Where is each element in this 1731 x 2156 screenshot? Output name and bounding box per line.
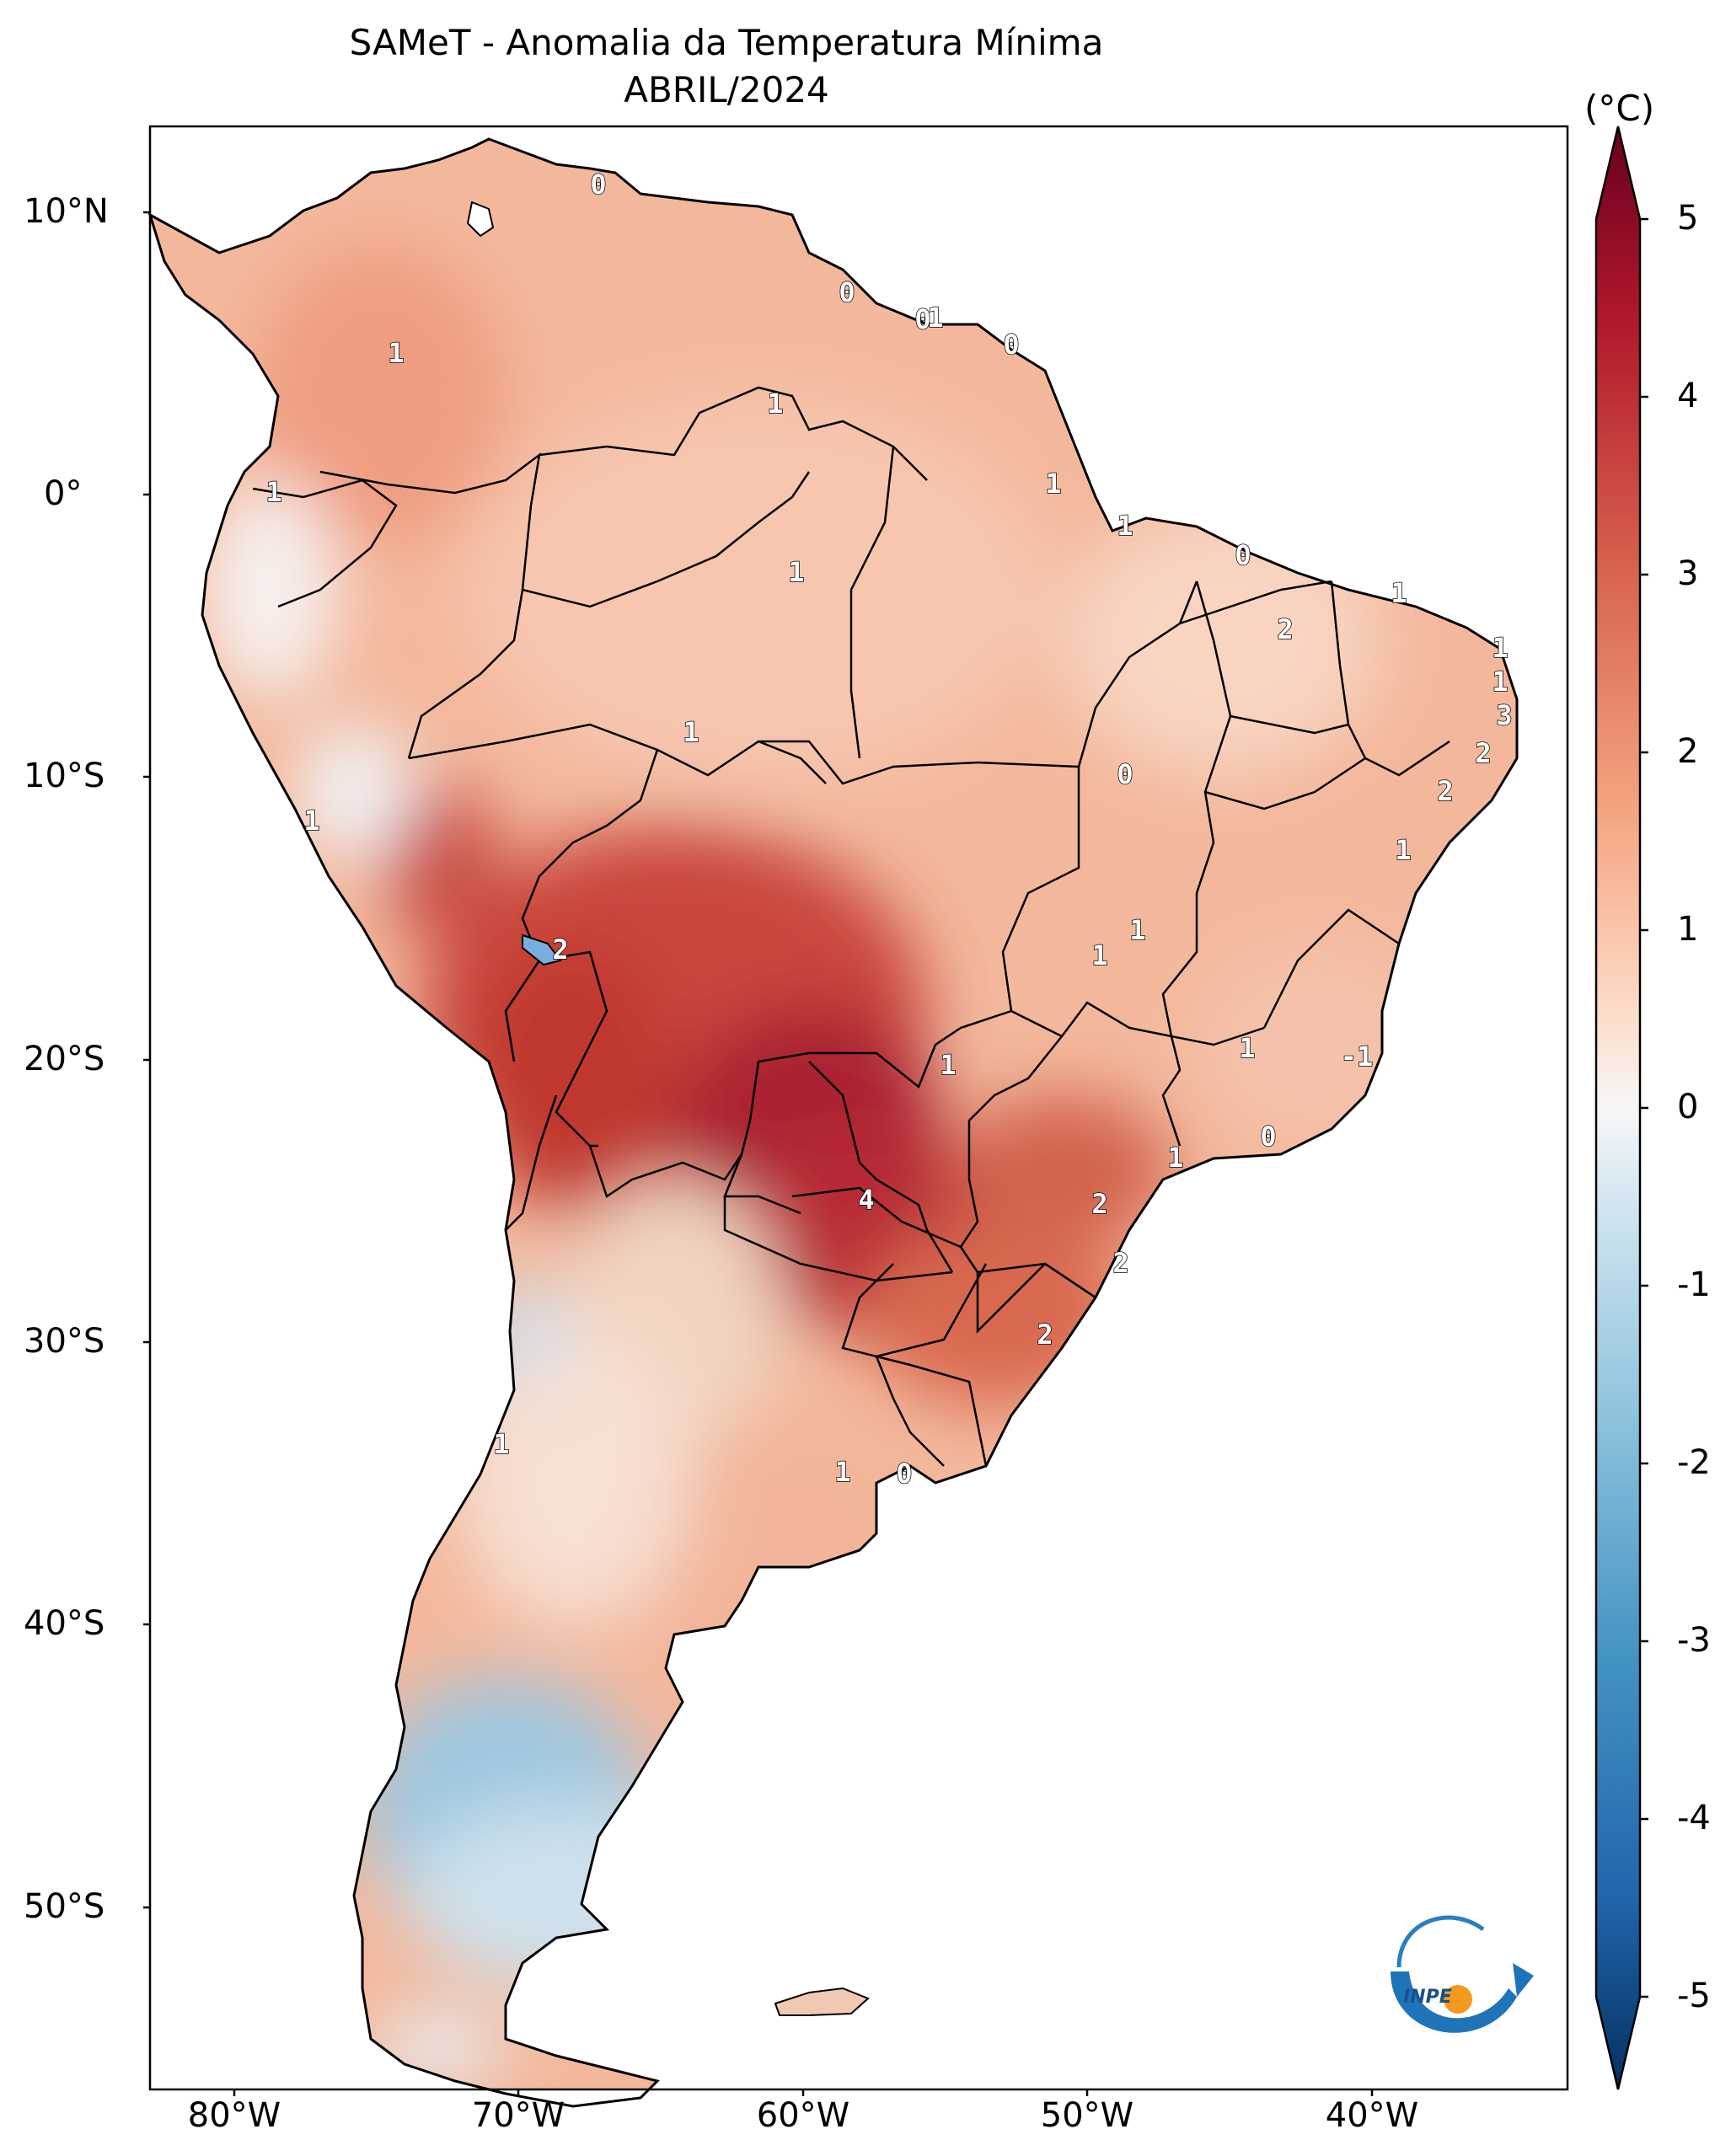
contour-label: 2 <box>1437 775 1453 807</box>
contour-label: 0 <box>1235 539 1251 571</box>
lake-maracaibo <box>466 201 495 238</box>
map-subtitle: ABRIL/2024 <box>624 69 829 110</box>
contour-label: 1 <box>940 1049 956 1081</box>
contour-label: 0 <box>1003 329 1019 361</box>
contour-label: 0 <box>896 1458 912 1490</box>
lon-label: 80°W <box>187 2096 281 2135</box>
contour-label: 0 <box>839 276 855 308</box>
contour-label: 2 <box>1277 613 1293 645</box>
colorbar-tick: 2 <box>1677 732 1699 771</box>
colorbar-tick: -1 <box>1677 1265 1711 1304</box>
colorbar-tick: 1 <box>1677 910 1699 949</box>
contour-label: 1 <box>788 556 804 588</box>
lon-label: 40°W <box>1325 2096 1419 2135</box>
colorbar-tick: 3 <box>1677 554 1699 593</box>
contour-label: 1 <box>1117 510 1133 542</box>
contour-label: 2 <box>1475 737 1491 769</box>
contour-label: 4 <box>858 1184 874 1216</box>
contour-label: 1 <box>927 302 943 334</box>
lon-label: 60°W <box>756 2096 850 2135</box>
contour-label: 2 <box>1091 1188 1107 1220</box>
contour-label: -1 <box>1341 1041 1374 1073</box>
lat-label: 40°S <box>24 1604 105 1643</box>
lat-label: 20°S <box>24 1040 105 1078</box>
colorbar <box>1594 126 1648 2090</box>
contour-label: 1 <box>388 337 404 369</box>
contour-label: 0 <box>1117 758 1133 790</box>
lon-label: 50°W <box>1040 2096 1134 2135</box>
contour-label: 1 <box>1395 834 1411 866</box>
lat-label: 30°S <box>24 1322 105 1361</box>
contour-label: 1 <box>767 388 783 420</box>
lat-label: 10°S <box>24 757 105 795</box>
map-title: SAMeT - Anomalia da Temperatura Mínima <box>349 22 1104 63</box>
contour-label: 1 <box>1492 632 1508 664</box>
contour-label: 1 <box>683 716 699 748</box>
contour-label: 1 <box>1129 914 1145 946</box>
colorbar-tick: -2 <box>1677 1443 1711 1482</box>
contour-label: 0 <box>1260 1121 1276 1153</box>
plot-frame <box>148 125 1569 2091</box>
contour-label: 1 <box>1492 666 1508 698</box>
contour-label: 1 <box>303 805 319 837</box>
colorbar-tick: 0 <box>1677 1088 1699 1126</box>
contour-label: 2 <box>1037 1319 1053 1351</box>
colorbar-tick: 5 <box>1677 199 1699 238</box>
contour-label: 1 <box>1091 939 1107 971</box>
contour-label: 1 <box>1391 577 1407 609</box>
logo-text: INPE <box>1403 1987 1452 2008</box>
contour-label: 0 <box>914 303 930 335</box>
lake-titicaca <box>522 934 562 966</box>
lat-label: 0° <box>44 474 83 513</box>
axis-ticks <box>143 211 1374 2096</box>
lon-label: 70°W <box>471 2096 565 2135</box>
contour-label: 3 <box>1496 699 1512 731</box>
colorbar-tick: -5 <box>1677 1977 1711 2015</box>
colorbar-unit: (°C) <box>1584 88 1655 129</box>
contour-label: 0 <box>590 169 606 201</box>
contour-label: 1 <box>493 1428 509 1460</box>
colorbar-tick: -4 <box>1677 1799 1711 1838</box>
colorbar-tick: -3 <box>1677 1621 1711 1660</box>
falkland-islands <box>774 1987 870 2016</box>
borders <box>252 386 1450 1467</box>
contour-label: 2 <box>552 934 568 966</box>
contour-label: 1 <box>1239 1032 1255 1064</box>
contour-label: 1 <box>265 476 281 508</box>
lat-label: 50°S <box>24 1887 105 1926</box>
lat-label: 10°N <box>24 192 109 231</box>
contour-label: 1 <box>1045 468 1061 500</box>
colorbar-tick: 4 <box>1677 377 1699 415</box>
coastline <box>147 137 1519 2108</box>
contour-label: 2 <box>1112 1247 1128 1279</box>
inpe-logo-icon: INPE <box>1391 1915 1534 2033</box>
contour-label: 1 <box>1167 1142 1183 1174</box>
contour-label: 1 <box>834 1456 850 1488</box>
